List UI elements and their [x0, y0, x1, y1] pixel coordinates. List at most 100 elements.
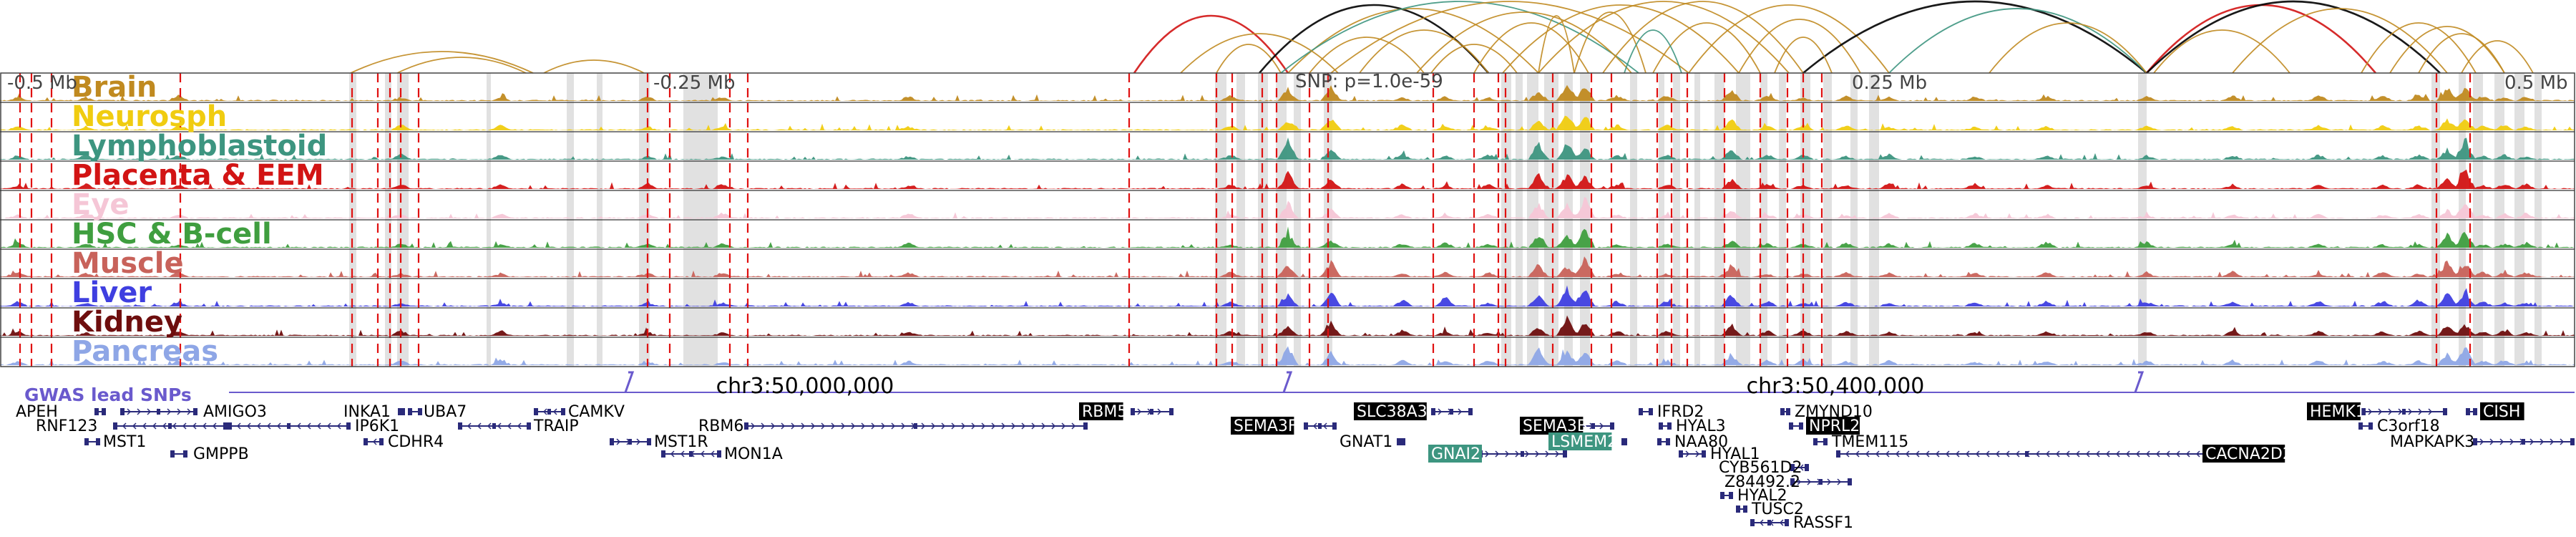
strand-arrow: [2550, 438, 2555, 445]
strand-arrow: [2499, 438, 2504, 445]
gene-exon: [228, 422, 232, 430]
strand-arrow: [2105, 450, 2110, 458]
gene-highlight-box: [1520, 417, 1584, 435]
strand-arrow: [1845, 450, 1850, 458]
strand-arrow: [2398, 408, 2403, 415]
strand-arrow: [517, 422, 522, 430]
strand-arrow: [961, 422, 966, 430]
strand-arrow: [162, 422, 167, 430]
strand-arrow: [1061, 422, 1066, 430]
loop-arc: [1888, 8, 2147, 74]
gene-exon: [1169, 408, 1174, 415]
gwas-snp-marker: [2134, 371, 2145, 393]
gene-exon: [408, 408, 412, 415]
gene-exon: [1304, 422, 1308, 430]
gene-exon: [1318, 423, 1322, 429]
loop-arc: [1738, 19, 1861, 74]
strand-arrow: [981, 422, 986, 430]
loop-arc: [2461, 40, 2534, 74]
strand-arrow: [137, 408, 142, 415]
strand-arrow: [122, 422, 127, 430]
gene-exon: [84, 438, 89, 445]
gene-exon: [1729, 492, 1733, 499]
gene-label: GNAI2: [1431, 445, 1480, 463]
gene-label: LSMEM2: [1551, 433, 1617, 451]
gene-exon: [1468, 408, 1473, 415]
strand-arrow: [861, 422, 866, 430]
gene-exon: [401, 408, 405, 415]
strand-arrow: [636, 438, 641, 445]
strand-arrow: [2368, 408, 2373, 415]
gene-label: CDHR4: [388, 433, 444, 451]
strand-arrow: [127, 408, 132, 415]
strand-arrow: [132, 422, 137, 430]
gene-exon: [418, 408, 422, 415]
gene-highlight-box: [1548, 432, 1612, 450]
strand-arrow: [1915, 450, 1920, 458]
strand-arrow: [256, 422, 261, 430]
gene-label: NAA80: [1674, 433, 1728, 451]
gene-exon: [527, 422, 531, 430]
strand-arrow: [552, 408, 557, 415]
loop-arc: [2389, 26, 2505, 74]
strand-arrow: [2388, 408, 2393, 415]
strand-arrow: [2185, 450, 2190, 458]
strand-arrow: [1545, 450, 1550, 458]
strand-arrow: [931, 422, 936, 430]
signal-tracks: [0, 84, 2575, 365]
strand-arrow: [1875, 450, 1880, 458]
gene-exon: [1397, 438, 1401, 445]
strand-arrow: [801, 422, 806, 430]
snp-pvalue-label: SNP: p=1.0e-59: [1295, 71, 1443, 92]
loop-arc: [1574, 11, 1646, 74]
strand-arrow: [2428, 408, 2433, 415]
gene-exon: [914, 423, 917, 429]
strand-arrow: [1438, 408, 1443, 415]
gene-exon: [1332, 422, 1337, 430]
strand-arrow: [1975, 450, 1980, 458]
strand-arrow: [2005, 450, 2010, 458]
gene-exon: [94, 408, 99, 415]
strand-arrow: [1885, 450, 1890, 458]
gene-highlight-box: [2307, 402, 2361, 420]
strand-arrow: [167, 408, 172, 415]
strand-arrow: [1137, 408, 1142, 415]
gene-exon: [1679, 450, 1683, 458]
coord-tick-3: 0.25 Mb: [1852, 72, 1927, 94]
strand-arrow: [212, 422, 217, 430]
gene-exon: [2361, 408, 2366, 415]
gene-label: HYAL1: [1710, 445, 1760, 463]
strand-arrow: [2378, 408, 2383, 415]
gene-exon: [346, 422, 351, 430]
gene-label: NPRL2: [1809, 417, 1860, 435]
loop-arc: [1688, 4, 1890, 74]
loop-arc: [2361, 22, 2477, 74]
loop-arc: [1774, 37, 1833, 74]
strand-arrow: [1695, 450, 1700, 458]
strand-arrow: [1535, 450, 1540, 458]
strand-arrow: [851, 422, 856, 430]
strand-arrow: [1769, 519, 1774, 526]
gene-exon: [1790, 478, 1795, 485]
gene-exon: [1702, 450, 1706, 458]
strand-arrow: [236, 422, 241, 430]
loop-arc: [350, 51, 534, 74]
loop-arc: [1989, 22, 2147, 74]
strand-arrow: [1157, 408, 1162, 415]
coord-tick-2: -0.25 Mb: [653, 72, 735, 94]
gene-exon: [492, 423, 496, 429]
gene-exon: [1401, 438, 1405, 445]
gene-exon: [744, 422, 748, 430]
loop-arc: [2146, 4, 2376, 74]
strand-arrow: [1589, 422, 1594, 430]
strand-arrow: [1147, 408, 1152, 415]
gene-exon: [2358, 422, 2363, 430]
gene-exon: [1563, 450, 1567, 458]
gene-exon: [398, 408, 402, 415]
gene-label: GMPPB: [193, 445, 249, 463]
strand-arrow: [971, 422, 976, 430]
strand-arrow: [1485, 450, 1490, 458]
strand-arrow: [177, 408, 182, 415]
signal-2: [0, 115, 2575, 130]
strand-arrow: [182, 422, 187, 430]
